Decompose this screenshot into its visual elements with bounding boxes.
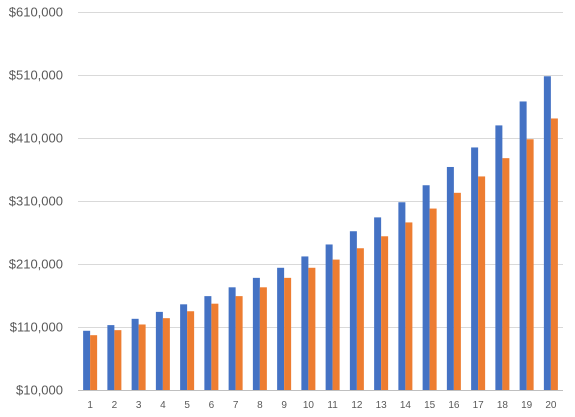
bar-series-2 [308,267,316,390]
bar-series-2 [381,236,389,390]
bar-series-2 [284,277,292,390]
x-tick-label: 19 [521,400,533,411]
bar-series-2 [356,248,364,390]
bar-series-2 [526,139,534,390]
bar-series-1 [204,296,212,390]
bar-series-2 [138,324,146,390]
bar-series-2 [235,296,243,390]
x-tick-label: 15 [424,400,436,411]
bar-series-2 [187,311,195,390]
x-tick-label: 2 [112,400,118,411]
bar-series-1 [155,311,163,390]
y-axis-tick-labels: $10,000 $110,000 $210,000 $310,000 $410,000 $… [9,5,63,398]
x-tick-label: 10 [303,400,315,411]
x-tick-label: 20 [545,400,557,411]
bar-series-2 [211,303,219,390]
bar-series-2 [502,158,510,390]
y-tick-label: $410,000 [9,131,63,146]
bar-series-2 [405,222,413,390]
bar-series-1 [422,185,430,390]
y-tick-label: $110,000 [10,320,63,335]
bar-series-1 [131,318,139,390]
bars [83,76,558,391]
x-tick-label: 14 [400,400,412,411]
bar-series-2 [90,335,98,390]
y-tick-label: $510,000 [9,68,63,83]
bar-series-2 [453,192,461,390]
gridlines [78,12,563,391]
bar-series-1 [301,256,309,390]
y-tick-label: $310,000 [9,194,63,209]
x-tick-label: 1 [87,400,93,411]
x-tick-label: 11 [327,400,338,411]
bar-series-1 [107,325,115,390]
bar-series-1 [277,267,285,390]
x-tick-label: 9 [281,400,287,411]
x-tick-label: 3 [136,400,142,411]
bar-series-1 [471,147,479,390]
x-tick-label: 7 [233,400,239,411]
x-tick-label: 16 [448,400,460,411]
bar-series-1 [180,304,188,390]
bar-series-1 [228,287,236,390]
x-tick-label: 4 [160,400,166,411]
bar-series-2 [162,318,170,390]
x-tick-label: 18 [497,400,509,411]
bar-series-1 [349,231,357,390]
y-tick-label: $10,000 [16,383,63,398]
bar-series-2 [114,330,122,390]
bar-series-1 [83,330,91,390]
x-tick-label: 12 [351,400,363,411]
bar-series-2 [429,208,437,390]
y-tick-label: $210,000 [9,257,63,272]
x-tick-label: 5 [184,400,190,411]
y-tick-label: $610,000 [9,5,63,20]
bar-series-2 [478,176,486,390]
bar-series-1 [543,76,551,390]
x-tick-label: 13 [376,400,388,411]
bar-series-1 [325,244,333,390]
bar-series-1 [374,217,382,390]
bar-series-1 [398,202,406,390]
bar-series-1 [252,277,260,390]
x-tick-label: 8 [257,400,263,411]
bar-series-2 [550,118,558,390]
bar-series-2 [332,259,340,390]
x-axis-tick-labels: 1 2 3 4 5 6 7 8 9 10 11 12 13 14 15 16 17 18 19 20 [87,400,557,411]
bar-series-1 [495,125,503,391]
bar-series-1 [519,101,527,391]
x-tick-label: 6 [209,400,215,411]
bar-series-1 [446,166,454,390]
x-tick-label: 17 [473,400,485,411]
bar-series-2 [259,287,267,390]
